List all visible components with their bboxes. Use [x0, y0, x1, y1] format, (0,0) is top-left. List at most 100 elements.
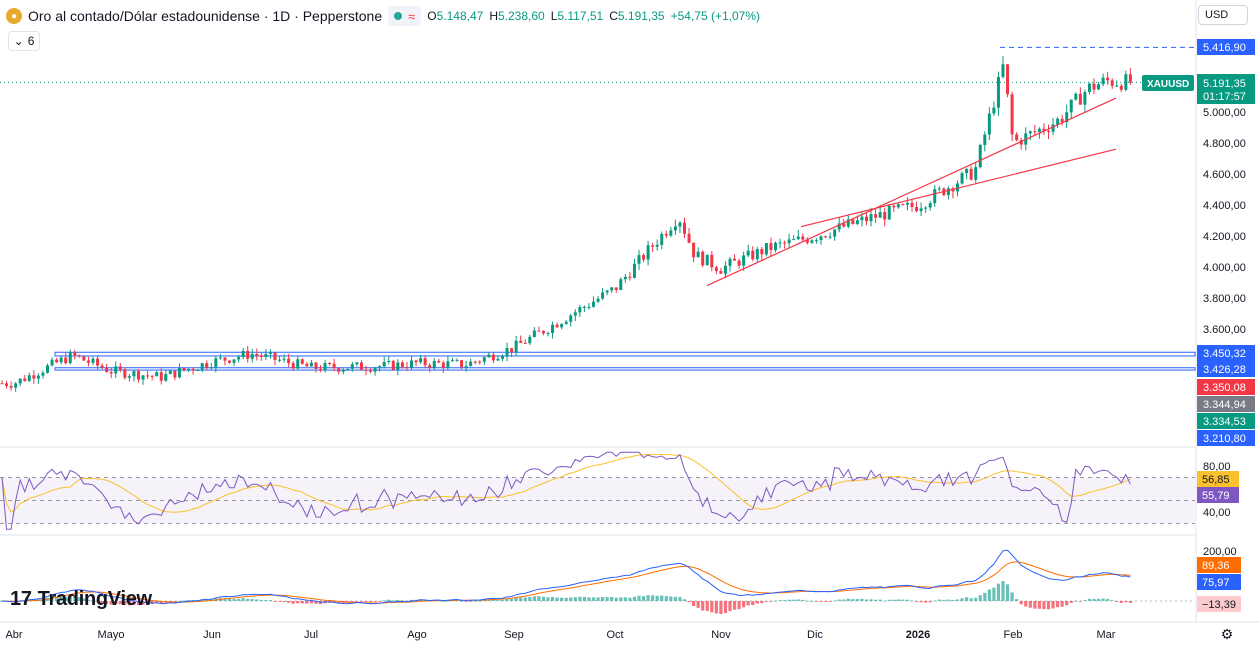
x-tick-label: Sep — [504, 629, 524, 641]
market-status-pill[interactable]: ≈ — [388, 6, 422, 26]
candle-body — [432, 360, 436, 368]
macd-histogram-bar — [168, 601, 172, 602]
macd-histogram-bar — [464, 601, 468, 602]
rsi-tick-label: 40,00 — [1203, 507, 1231, 519]
candle-body — [587, 306, 591, 308]
candle-body — [901, 204, 905, 206]
macd-histogram-bar — [555, 597, 559, 601]
macd-histogram-bar — [259, 599, 263, 601]
candle-body — [846, 219, 850, 227]
candle-body — [187, 368, 191, 371]
macd-histogram-bar — [487, 599, 491, 601]
candle-body — [896, 204, 900, 208]
macd-histogram-bar — [1015, 599, 1019, 601]
symbol-tag-box — [1142, 75, 1194, 91]
y-tick-label: 4.600,00 — [1203, 169, 1246, 181]
price-label-box — [1197, 361, 1255, 377]
macd-histogram-bar — [100, 601, 104, 603]
y-tick-label: 5.000,00 — [1203, 107, 1246, 119]
candle-body — [592, 301, 595, 307]
macd-histogram-bar — [883, 600, 887, 602]
candle-body — [965, 168, 969, 174]
macd-histogram-bar — [1096, 598, 1101, 601]
candle-body — [505, 348, 509, 357]
macd-histogram-bar — [378, 601, 382, 602]
candle-body — [232, 359, 236, 363]
gold-coin-icon: ● — [6, 8, 22, 24]
candle-body — [883, 212, 887, 220]
candle-body — [364, 369, 368, 371]
candle-body — [683, 222, 686, 234]
candle-body — [751, 250, 755, 260]
macd-histogram-bar — [268, 600, 273, 601]
macd-histogram-bar — [801, 599, 805, 601]
macd-histogram-bar — [828, 601, 832, 602]
macd-histogram-bar — [637, 595, 641, 601]
candle-body — [250, 353, 254, 359]
candle-body — [223, 357, 227, 361]
macd-histogram-bar — [955, 599, 960, 601]
candle-body — [369, 370, 373, 372]
candle-body — [892, 205, 896, 208]
indicators-toggle-button[interactable]: ⌄ 6 — [8, 31, 40, 51]
candle-body — [614, 287, 618, 290]
ohlc-values: O5.148,47 H5.238,60 L5.117,51 C5.191,35 +54,… — [427, 9, 760, 23]
symbol-title[interactable]: Oro al contado/Dólar estadounidense · 1D… — [28, 8, 383, 24]
candle-body — [1092, 83, 1096, 90]
macd-histogram-bar — [1087, 598, 1092, 601]
macd-histogram-bar — [855, 599, 859, 601]
candle-body — [582, 306, 586, 308]
y-tick-label: 4.800,00 — [1203, 138, 1246, 150]
macd-histogram-bar — [173, 601, 177, 603]
candle-body — [541, 330, 545, 334]
macd-histogram-bar — [519, 597, 523, 601]
candle-body — [141, 375, 145, 380]
macd-histogram-bar — [819, 601, 823, 602]
macd-histogram-bar — [769, 601, 773, 602]
candle-body — [182, 367, 186, 371]
candle-body — [842, 223, 846, 227]
candle-body — [1115, 85, 1119, 87]
candle-body — [1028, 131, 1032, 134]
macd-histogram-bar — [787, 599, 791, 601]
candle-body — [851, 219, 855, 224]
ohlc-value: +54,75 (+1,07%) — [670, 9, 761, 23]
candle-body — [664, 233, 668, 236]
macd-histogram-bar — [514, 597, 518, 601]
candle-body — [455, 360, 459, 362]
candle-body — [655, 244, 659, 247]
currency-select[interactable]: USD — [1198, 5, 1248, 25]
macd-histogram-bar — [919, 601, 923, 603]
macd-histogram-bar — [136, 601, 141, 606]
ohlc-value: 5.117,51 — [557, 9, 604, 23]
tradingview-logo[interactable]: 17 TradingView — [10, 588, 152, 611]
macd-histogram-bar — [91, 600, 95, 601]
macd-histogram-bar — [182, 600, 186, 602]
macd-histogram-bar — [359, 601, 364, 602]
rsi-value-box — [1197, 487, 1239, 503]
tradingview-mark: 17 — [10, 588, 32, 610]
candle-body — [496, 358, 500, 361]
candle-body — [246, 350, 250, 359]
macd-histogram-bar — [983, 592, 987, 601]
macd-histogram-bar — [541, 596, 546, 601]
candle-body — [678, 222, 682, 227]
macd-histogram-bar — [837, 599, 841, 601]
macd-histogram-bar — [569, 597, 573, 601]
y-tick-label: 3.600,00 — [1203, 324, 1246, 336]
candle-body — [555, 324, 559, 328]
macd-histogram-bar — [364, 601, 368, 602]
macd-histogram-bar — [869, 599, 873, 601]
candle-body — [792, 239, 796, 241]
gear-icon[interactable]: ⚙ — [1220, 625, 1234, 642]
candle-body — [77, 355, 81, 357]
macd-histogram-bar — [177, 600, 182, 602]
candle-body — [419, 358, 423, 363]
macd-histogram-bar — [564, 597, 568, 601]
macd-histogram-bar — [582, 596, 586, 601]
candle-body — [946, 188, 950, 196]
candle-body — [1074, 93, 1078, 100]
candle-body — [642, 255, 646, 260]
candle-body — [701, 251, 705, 266]
